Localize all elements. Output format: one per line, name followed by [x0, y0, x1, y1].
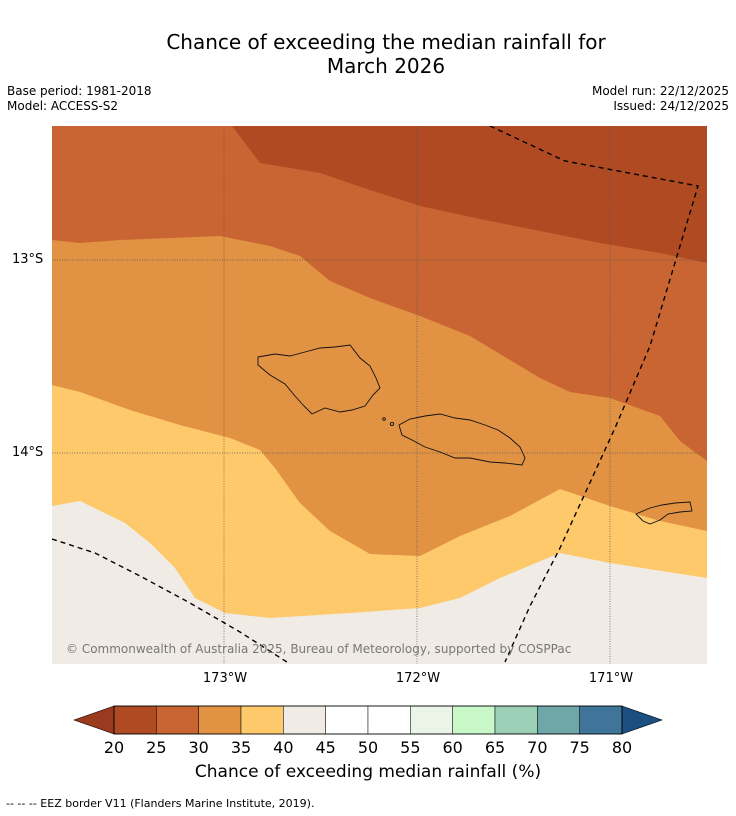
- colorbar-box: [537, 705, 580, 735]
- colorbar-box: [283, 705, 326, 735]
- colorbar-box: [156, 705, 199, 735]
- colorbar-under-arrow: [73, 705, 115, 735]
- colorbar-tick-label: 35: [230, 738, 252, 757]
- lon-label-171w: 171°W: [588, 671, 634, 686]
- lon-label-172w: 172°W: [395, 671, 441, 686]
- lat-label-14s: 14°S: [12, 445, 44, 460]
- colorbar-over-arrow: [621, 705, 663, 735]
- colorbar-outline: [113, 705, 623, 735]
- eez-border: [52, 126, 699, 664]
- island-upolu: [398, 413, 526, 466]
- title-line-2: March 2026: [326, 54, 446, 78]
- issued-date: Issued: 24/12/2025: [613, 99, 729, 113]
- eez-footnote: -- -- -- EEZ border V11 (Flanders Marine…: [6, 797, 315, 810]
- colorbar-box: [113, 705, 157, 735]
- colorbar-tick-label: 80: [611, 738, 633, 757]
- colorbar-box: [579, 705, 623, 735]
- colorbar-box: [452, 705, 496, 735]
- colorbar-title: Chance of exceeding median rainfall (%): [194, 762, 542, 782]
- colorbar-tick-label: 50: [357, 738, 379, 757]
- colorbar-tick-label: 25: [146, 738, 167, 757]
- meta-left: Base period: 1981-2018 Model: ACCESS-S2: [7, 84, 152, 114]
- map-title: Chance of exceeding the median rainfall …: [0, 30, 736, 78]
- colorbar: [73, 705, 663, 735]
- lon-label-173w: 173°W: [202, 671, 248, 686]
- colorbar-box: [494, 705, 538, 735]
- copyright-notice: © Commonwealth of Australia 2025, Bureau…: [66, 642, 572, 656]
- colorbar-tick-label: 70: [527, 738, 548, 757]
- model-run: Model run: 22/12/2025: [591, 84, 729, 98]
- colorbar-box: [410, 705, 453, 735]
- colorbar-box: [367, 705, 411, 735]
- colorbar-tick-label: 45: [315, 738, 336, 757]
- colorbar-box: [198, 705, 242, 735]
- island-savaii: [257, 344, 381, 415]
- zone-20-25: [232, 126, 707, 263]
- map-area: [52, 126, 707, 664]
- colorbar-tick-label: 60: [442, 738, 463, 757]
- colorbar-tick-label: 40: [273, 738, 294, 757]
- colorbar-tick-label: 75: [569, 738, 590, 757]
- colorbar-boxes: [113, 705, 623, 735]
- colorbar-tick-label: 30: [188, 738, 209, 757]
- model-name: Model: ACCESS-S2: [7, 99, 119, 113]
- meta-right: Model run: 22/12/2025 Issued: 24/12/2025: [592, 84, 729, 114]
- colorbar-tick-label: 20: [103, 738, 125, 757]
- colorbar-box: [240, 705, 284, 735]
- graticule: [52, 126, 707, 664]
- islet-manono: [382, 417, 395, 427]
- colorbar-box: [325, 705, 369, 735]
- lat-label-13s: 13°S: [12, 252, 44, 267]
- colorbar-tick-label: 55: [400, 738, 421, 757]
- base-period: Base period: 1981-2018: [7, 84, 152, 98]
- island-tutuila: [635, 501, 693, 525]
- colorbar-tick-label: 65: [484, 738, 506, 757]
- title-line-1: Chance of exceeding the median rainfall …: [166, 30, 606, 54]
